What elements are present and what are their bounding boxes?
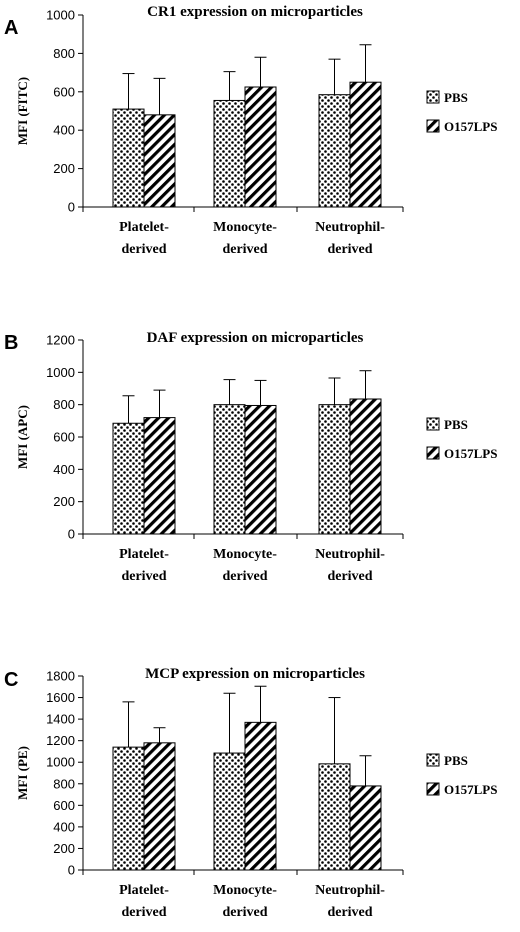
- y-tick-label: 600: [53, 430, 75, 445]
- y-tick-label: 1000: [46, 8, 75, 23]
- legend-swatch-pbs: [426, 417, 440, 431]
- panel-letter: C: [4, 669, 18, 691]
- bar-o157lps-1: [244, 86, 277, 208]
- category-label: derived: [121, 242, 166, 257]
- category-label: Monocyte-: [213, 547, 277, 562]
- y-tick-label: 600: [53, 798, 75, 813]
- y-tick-label: 800: [53, 46, 75, 61]
- legend-swatch-o157lps: [426, 119, 440, 133]
- chart-panel-c: C MCP expression on microparticles MFI (PE…: [4, 666, 497, 920]
- y-tick-label: 200: [53, 841, 75, 856]
- category-label: derived: [327, 905, 372, 920]
- category-label: Platelet-: [119, 883, 169, 898]
- bar-pbs-1: [213, 752, 246, 871]
- legend-label: PBS: [444, 90, 468, 105]
- bar-o157lps-2: [349, 785, 382, 871]
- bar-o157lps-2: [349, 81, 382, 208]
- chart-panel-b: B DAF expression on microparticles MFI (AP…: [4, 330, 497, 584]
- y-tick-label: 400: [53, 819, 75, 834]
- category-label: Neutrophil-: [315, 883, 385, 898]
- legend-label: PBS: [444, 417, 468, 432]
- y-tick-label: 0: [68, 863, 75, 878]
- y-tick-label: 0: [68, 200, 75, 215]
- y-tick-label: 200: [53, 494, 75, 509]
- chart-panel-a: A CR1 expression on microparticles MFI (FI…: [4, 4, 497, 257]
- panel-letter: A: [4, 17, 18, 39]
- legend-label: O157LPS: [444, 446, 497, 461]
- y-tick-label: 1800: [46, 669, 75, 684]
- category-label: derived: [327, 242, 372, 257]
- legend-swatch-o157lps: [426, 782, 440, 796]
- y-tick-label: 800: [53, 776, 75, 791]
- bar-o157lps-0: [143, 417, 176, 535]
- y-tick-label: 1200: [46, 333, 75, 348]
- bar-pbs-0: [112, 108, 145, 208]
- panel-letter: B: [4, 332, 18, 354]
- category-label: derived: [121, 569, 166, 584]
- bar-o157lps-0: [143, 114, 176, 208]
- category-label: Monocyte-: [213, 883, 277, 898]
- category-label: Neutrophil-: [315, 547, 385, 562]
- bar-pbs-1: [213, 404, 246, 535]
- bar-o157lps-1: [244, 404, 277, 535]
- y-tick-label: 1600: [46, 690, 75, 705]
- y-tick-label: 1200: [46, 733, 75, 748]
- y-tick-label: 200: [53, 161, 75, 176]
- category-label: Platelet-: [119, 220, 169, 235]
- y-tick-label: 1000: [46, 365, 75, 380]
- chart-title: MCP expression on microparticles: [145, 666, 365, 682]
- category-label: Monocyte-: [213, 220, 277, 235]
- legend-label: O157LPS: [444, 119, 497, 134]
- legend-label: PBS: [444, 753, 468, 768]
- bar-pbs-2: [318, 763, 351, 871]
- category-label: Platelet-: [119, 547, 169, 562]
- y-tick-label: 600: [53, 84, 75, 99]
- y-tick-label: 1000: [46, 755, 75, 770]
- bar-pbs-0: [112, 746, 145, 871]
- y-axis-label: MFI (APC): [15, 405, 30, 469]
- chart-title: DAF expression on microparticles: [147, 330, 364, 346]
- y-axis-label: MFI (PE): [15, 746, 30, 800]
- legend-label: O157LPS: [444, 782, 497, 797]
- bar-o157lps-0: [143, 742, 176, 871]
- bar-o157lps-2: [349, 398, 382, 535]
- bar-o157lps-1: [244, 721, 277, 871]
- y-axis-label: MFI (FITC): [15, 77, 30, 145]
- category-label: derived: [222, 569, 267, 584]
- y-tick-label: 800: [53, 397, 75, 412]
- legend-swatch-o157lps: [426, 446, 440, 460]
- bar-pbs-1: [213, 99, 246, 208]
- legend-swatch-pbs: [426, 753, 440, 767]
- category-label: derived: [222, 242, 267, 257]
- chart-title: CR1 expression on microparticles: [147, 4, 363, 20]
- bar-pbs-0: [112, 422, 145, 535]
- bar-pbs-2: [318, 94, 351, 208]
- category-label: derived: [327, 569, 372, 584]
- bar-pbs-2: [318, 404, 351, 535]
- y-tick-label: 400: [53, 123, 75, 138]
- category-label: derived: [121, 905, 166, 920]
- y-tick-label: 0: [68, 527, 75, 542]
- category-label: derived: [222, 905, 267, 920]
- category-label: Neutrophil-: [315, 220, 385, 235]
- y-tick-label: 1400: [46, 712, 75, 727]
- y-tick-label: 400: [53, 462, 75, 477]
- legend-swatch-pbs: [426, 90, 440, 104]
